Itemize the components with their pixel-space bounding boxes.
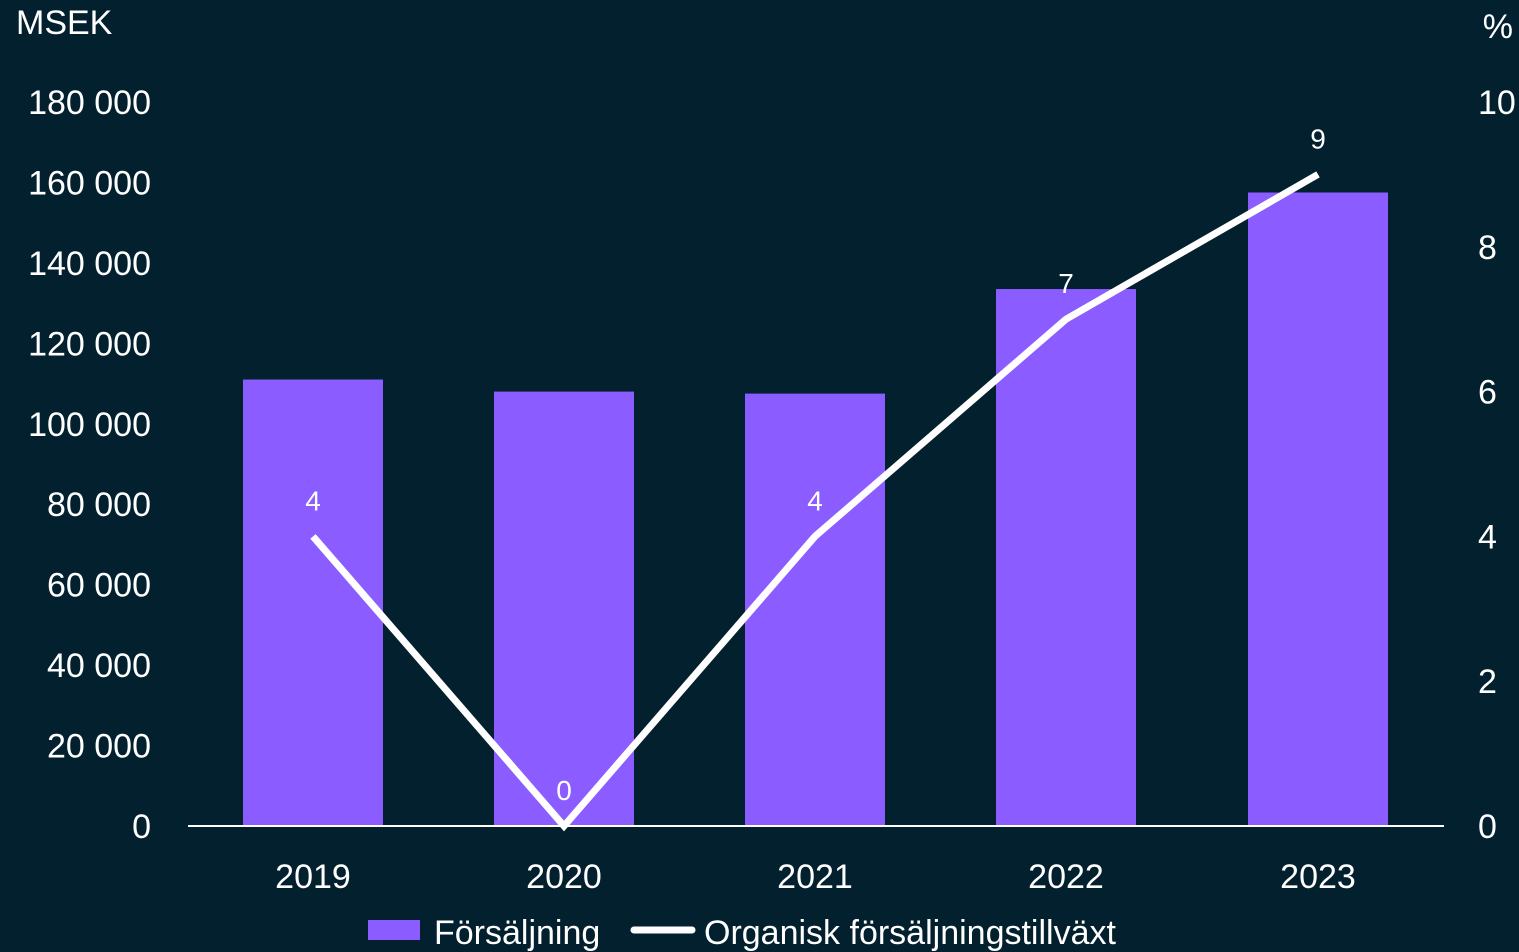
line-series <box>310 171 1320 832</box>
bar <box>996 289 1136 826</box>
bar <box>745 393 885 826</box>
x-tick-label: 2019 <box>275 858 351 896</box>
right-axis-ticks: 0 2 4 6 8 10 <box>1478 84 1516 846</box>
right-tick-label: 6 <box>1478 374 1497 412</box>
x-tick-label: 2021 <box>777 858 853 896</box>
bar <box>494 391 634 826</box>
left-tick-label: 0 <box>132 808 151 846</box>
left-tick-label: 40 000 <box>47 647 151 685</box>
right-tick-label: 0 <box>1478 808 1497 846</box>
left-axis-ticks: 0 20 000 40 000 60 000 80 000 100 000 120 000 1… <box>28 84 151 846</box>
left-axis-unit-label: MSEK <box>16 4 113 42</box>
left-tick-label: 160 000 <box>28 164 151 202</box>
right-tick-label: 8 <box>1478 229 1497 267</box>
line-data-label: 9 <box>1310 123 1326 154</box>
line-data-label: 4 <box>807 485 823 516</box>
legend: Försäljning Organisk försäljningstillväx… <box>368 914 1116 952</box>
left-tick-label: 120 000 <box>28 325 151 363</box>
bar <box>243 379 383 826</box>
legend-line-label: Organisk försäljningstillväxt <box>704 914 1116 952</box>
right-tick-label: 10 <box>1478 84 1516 122</box>
left-tick-label: 20 000 <box>47 728 151 766</box>
left-tick-label: 180 000 <box>28 84 151 122</box>
x-tick-label: 2023 <box>1280 858 1356 896</box>
right-axis-unit-label: % <box>1483 8 1513 46</box>
growth-line <box>310 171 1320 832</box>
right-tick-label: 4 <box>1478 518 1497 556</box>
x-tick-label: 2022 <box>1028 858 1104 896</box>
left-tick-label: 140 000 <box>28 245 151 283</box>
legend-bar-swatch <box>368 920 420 940</box>
bars <box>243 192 1388 826</box>
x-axis-ticks: 2019 2020 2021 2022 2023 <box>275 858 1356 896</box>
x-tick-label: 2020 <box>526 858 602 896</box>
left-tick-label: 80 000 <box>47 486 151 524</box>
left-tick-label: 100 000 <box>28 406 151 444</box>
right-tick-label: 2 <box>1478 663 1497 701</box>
left-tick-label: 60 000 <box>47 567 151 605</box>
line-data-label: 4 <box>305 485 321 516</box>
line-data-labels: 4 0 4 7 9 <box>305 123 1326 806</box>
line-data-label: 0 <box>556 775 572 806</box>
bar <box>1248 192 1388 826</box>
legend-bar-label: Försäljning <box>434 914 600 952</box>
line-data-label: 7 <box>1058 268 1074 299</box>
